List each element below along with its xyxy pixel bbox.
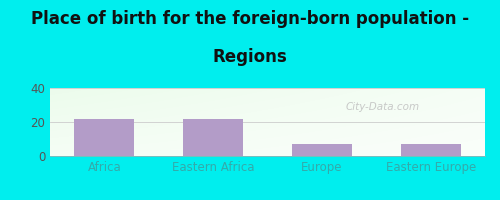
Bar [292,144,352,156]
Bar [74,119,134,156]
Bar [400,144,460,156]
Bar [183,119,243,156]
Text: Regions: Regions [212,48,288,66]
Text: City-Data.com: City-Data.com [346,102,420,112]
Text: Place of birth for the foreign-born population -: Place of birth for the foreign-born popu… [31,10,469,28]
